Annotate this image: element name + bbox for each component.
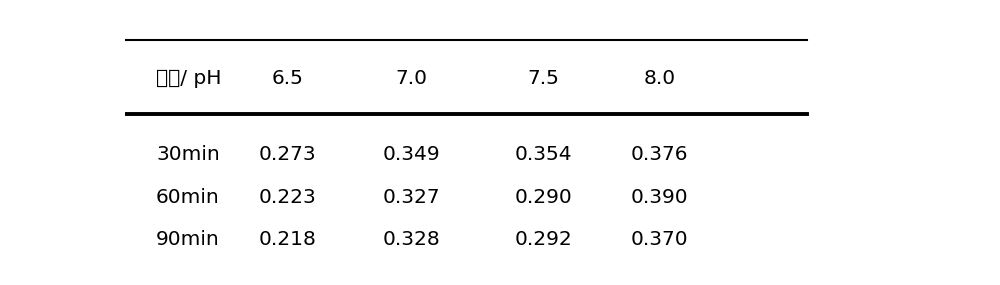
Text: 0.292: 0.292 xyxy=(515,230,572,249)
Text: 0.218: 0.218 xyxy=(259,230,317,249)
Text: 0.223: 0.223 xyxy=(259,188,317,207)
Text: 0.390: 0.390 xyxy=(631,188,689,207)
Text: 0.370: 0.370 xyxy=(631,230,689,249)
Text: 0.327: 0.327 xyxy=(383,188,441,207)
Text: 0.349: 0.349 xyxy=(383,145,441,164)
Text: 30min: 30min xyxy=(156,145,220,164)
Text: 7.5: 7.5 xyxy=(528,69,559,87)
Text: 0.290: 0.290 xyxy=(515,188,572,207)
Text: 90min: 90min xyxy=(156,230,220,249)
Text: 0.376: 0.376 xyxy=(631,145,688,164)
Text: 8.0: 8.0 xyxy=(644,69,676,87)
Text: 时间/ pH: 时间/ pH xyxy=(156,69,222,87)
Text: 0.273: 0.273 xyxy=(259,145,317,164)
Text: 60min: 60min xyxy=(156,188,220,207)
Text: 0.354: 0.354 xyxy=(515,145,572,164)
Text: 6.5: 6.5 xyxy=(272,69,304,87)
Text: 7.0: 7.0 xyxy=(396,69,428,87)
Text: 0.328: 0.328 xyxy=(383,230,441,249)
